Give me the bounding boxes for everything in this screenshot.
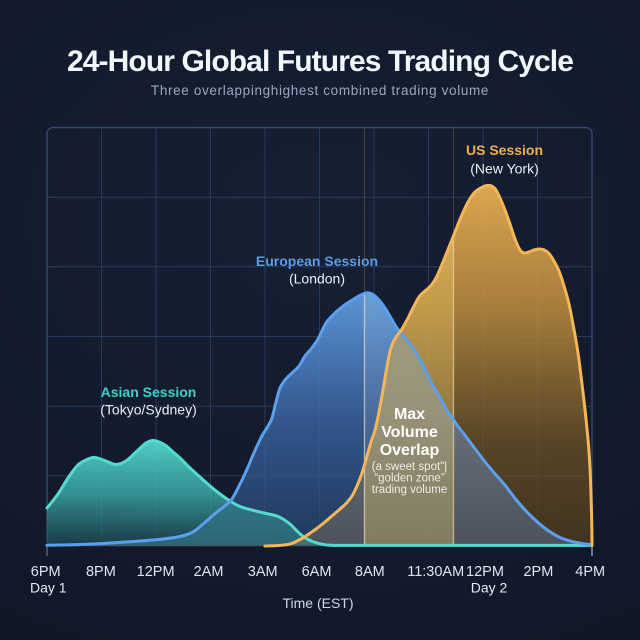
svg-text:Day 2: Day 2 [471,580,508,596]
svg-text:Day 1: Day 1 [30,580,67,596]
svg-text:Asian Session: Asian Session [101,384,197,400]
svg-text:6PM: 6PM [31,564,61,580]
svg-text:12PM: 12PM [137,564,175,580]
svg-text:8PM: 8PM [86,564,116,580]
svg-text:European Session: European Session [256,253,378,269]
svg-text:(New York): (New York) [470,161,538,177]
svg-text:Overlap: Overlap [380,442,440,459]
svg-text:Time (EST): Time (EST) [282,595,353,611]
svg-text:24-Hour Global Futures Trading: 24-Hour Global Futures Trading Cycle [67,45,573,78]
svg-text:11:30AM: 11:30AM [407,564,464,580]
svg-text:2PM: 2PM [523,564,553,580]
svg-text:(a sweet spot"|: (a sweet spot"| [372,461,447,473]
svg-text:US Session: US Session [466,142,543,158]
svg-text:2AM: 2AM [194,564,224,580]
svg-text:trading volume: trading volume [372,484,447,496]
svg-text:Volume: Volume [381,424,438,441]
svg-text:(London): (London) [289,271,345,287]
svg-text:8AM: 8AM [355,564,385,580]
svg-text:3AM: 3AM [248,564,278,580]
svg-text:12PM: 12PM [466,564,504,580]
svg-text:6AM: 6AM [302,564,332,580]
svg-text:Max: Max [394,406,425,423]
svg-text:“golden zone”: “golden zone” [374,473,444,485]
svg-text:4PM: 4PM [575,564,605,580]
svg-text:(Tokyo/Sydney): (Tokyo/Sydney) [100,402,196,418]
svg-text:Three overlappinghighest combi: Three overlappinghighest combined tradin… [151,83,489,98]
